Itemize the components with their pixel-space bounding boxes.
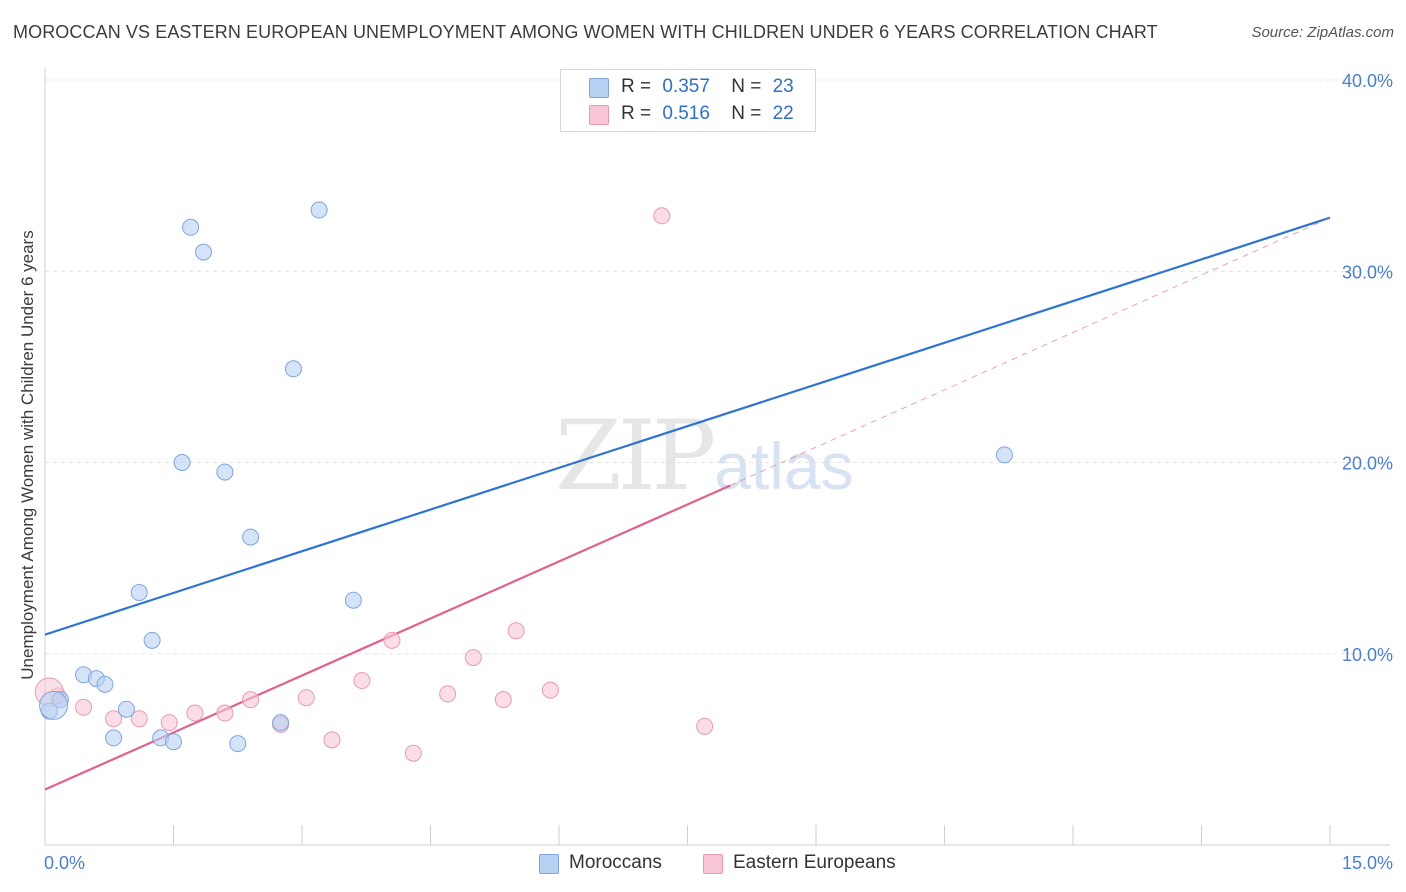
legend-swatch-blue (589, 78, 609, 98)
y-tick-label: 20.0% (1342, 454, 1393, 474)
point-moroccan (96, 675, 114, 693)
legend-r-label: R = (621, 103, 652, 124)
point-moroccan (229, 735, 247, 753)
trend-line-moroccans (44, 216, 1331, 636)
legend-r-value: 0.357 (662, 76, 710, 97)
legend-n-label: N = (731, 76, 762, 97)
y-tick-label: 30.0% (1342, 262, 1393, 282)
x-tick-label-max: 15.0% (1342, 853, 1393, 873)
source-label: Source: ZipAtlas.com (1251, 24, 1394, 41)
point-eastern-european (242, 691, 260, 709)
trend-line-eastern-extension (730, 217, 1331, 486)
y-tick-label: 10.0% (1342, 645, 1393, 665)
legend-text-moroccans: R = 0.357 N = 23 (621, 76, 794, 98)
point-eastern-european (383, 631, 401, 649)
point-moroccan (173, 454, 191, 471)
point-moroccan (995, 446, 1013, 464)
legend-n-value: 22 (772, 103, 794, 124)
point-moroccan (242, 528, 260, 546)
legend-text-eastern: R = 0.516 N = 22 (621, 103, 794, 125)
bottom-legend-label-eastern: Eastern Europeans (733, 852, 896, 873)
point-eastern-european (439, 685, 457, 703)
legend-n-label: N = (731, 103, 762, 124)
axes (44, 68, 1390, 846)
point-eastern-european (323, 731, 341, 749)
bottom-legend-swatch-blue (539, 854, 559, 874)
legend: R = 0.357 N = 23 R = 0.516 N = 22 (560, 69, 816, 132)
x-tick-label-min: 0.0% (44, 853, 85, 873)
grid-lines (45, 79, 1390, 655)
point-moroccan (105, 729, 123, 747)
point-eastern-european (653, 207, 671, 225)
legend-swatch-pink (589, 105, 609, 125)
point-eastern-european (216, 704, 234, 722)
legend-r-value: 0.516 (662, 103, 710, 124)
point-moroccan (344, 591, 362, 609)
point-eastern-european (130, 710, 148, 728)
legend-r-label: R = (621, 76, 652, 97)
bottom-legend-swatch-pink (703, 854, 723, 874)
point-moroccan (216, 463, 234, 481)
point-moroccan (284, 360, 302, 378)
y-tick-label: 40.0% (1342, 71, 1393, 91)
point-moroccan (165, 733, 182, 751)
point-moroccan (117, 700, 135, 718)
point-eastern-european (160, 714, 178, 732)
point-moroccan (194, 243, 212, 261)
legend-n-value: 23 (772, 76, 794, 97)
point-eastern-european (404, 744, 422, 762)
point-eastern-european (353, 672, 371, 690)
point-moroccan (143, 631, 161, 649)
chart-title: MOROCCAN VS EASTERN EUROPEAN UNEMPLOYMEN… (13, 22, 1158, 42)
point-moroccan (272, 714, 290, 732)
point-moroccan (182, 218, 200, 236)
bottom-legend-label-moroccans: Moroccans (569, 852, 662, 873)
point-moroccan (39, 690, 69, 720)
point-moroccan (310, 201, 328, 219)
point-eastern-european (494, 691, 512, 709)
point-eastern-european (464, 649, 482, 667)
trend-lines (44, 216, 1331, 791)
tick-labels: 10.0% 20.0% 30.0% 40.0% 0.0% 15.0% (44, 71, 1393, 873)
point-eastern-european (75, 698, 93, 716)
point-eastern-european (541, 681, 559, 699)
point-eastern-european (297, 689, 315, 707)
data-points (34, 201, 1013, 762)
point-eastern-european (696, 717, 714, 735)
point-eastern-european (507, 622, 525, 640)
point-eastern-european (105, 710, 123, 728)
point-eastern-european (186, 704, 204, 722)
point-moroccan (130, 584, 148, 602)
